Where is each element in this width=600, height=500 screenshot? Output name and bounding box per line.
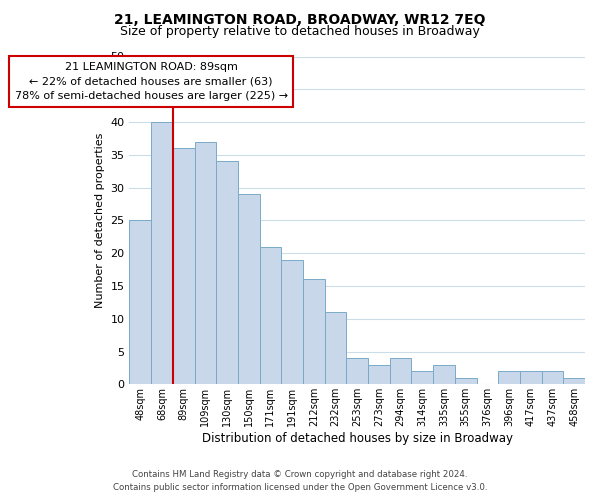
Bar — [433, 364, 455, 384]
Bar — [455, 378, 476, 384]
Bar — [260, 246, 281, 384]
Text: 21 LEAMINGTON ROAD: 89sqm
← 22% of detached houses are smaller (63)
78% of semi-: 21 LEAMINGTON ROAD: 89sqm ← 22% of detac… — [14, 62, 287, 102]
Bar — [346, 358, 368, 384]
Bar — [368, 364, 390, 384]
Y-axis label: Number of detached properties: Number of detached properties — [95, 132, 105, 308]
Bar — [238, 194, 260, 384]
Bar — [303, 280, 325, 384]
Bar — [542, 371, 563, 384]
Bar — [563, 378, 585, 384]
X-axis label: Distribution of detached houses by size in Broadway: Distribution of detached houses by size … — [202, 432, 513, 445]
Bar — [412, 371, 433, 384]
Bar — [325, 312, 346, 384]
Bar — [151, 122, 173, 384]
Bar — [390, 358, 412, 384]
Bar — [194, 142, 216, 384]
Text: 21, LEAMINGTON ROAD, BROADWAY, WR12 7EQ: 21, LEAMINGTON ROAD, BROADWAY, WR12 7EQ — [114, 12, 486, 26]
Bar — [173, 148, 194, 384]
Bar — [498, 371, 520, 384]
Text: Contains HM Land Registry data © Crown copyright and database right 2024.
Contai: Contains HM Land Registry data © Crown c… — [113, 470, 487, 492]
Bar — [130, 220, 151, 384]
Bar — [520, 371, 542, 384]
Bar — [216, 162, 238, 384]
Text: Size of property relative to detached houses in Broadway: Size of property relative to detached ho… — [120, 25, 480, 38]
Bar — [281, 260, 303, 384]
